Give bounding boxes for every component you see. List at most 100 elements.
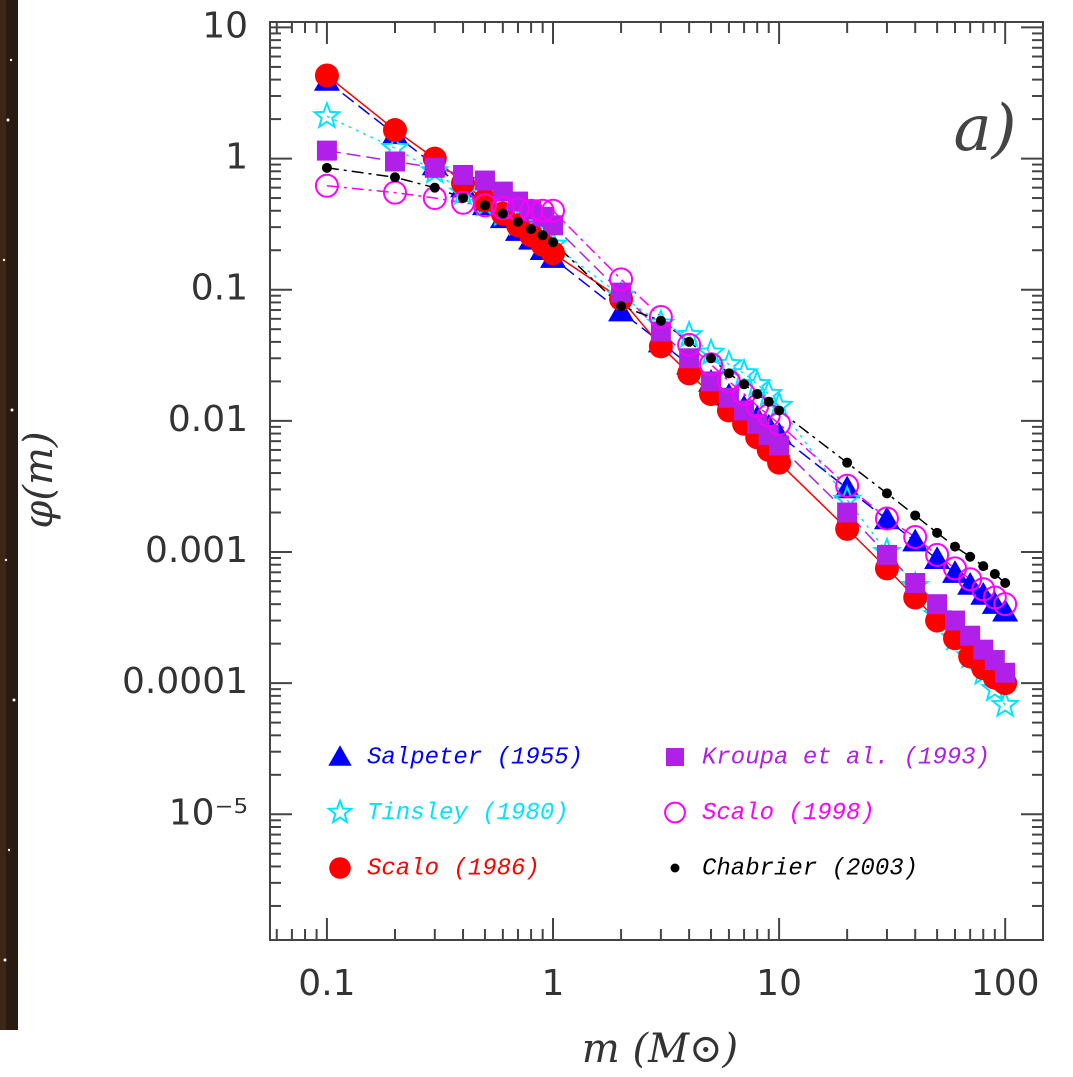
legend-label: Tinsley (1980) bbox=[367, 800, 569, 827]
marker bbox=[729, 357, 760, 387]
legend-marker bbox=[670, 863, 680, 873]
marker bbox=[835, 473, 860, 498]
marker bbox=[537, 230, 548, 241]
marker bbox=[424, 157, 445, 178]
marker bbox=[384, 151, 405, 172]
marker bbox=[429, 182, 440, 193]
marker bbox=[389, 172, 400, 183]
marker bbox=[876, 544, 897, 565]
legend-label: Salpeter (1955) bbox=[367, 744, 583, 771]
marker bbox=[842, 457, 853, 468]
marker bbox=[874, 506, 899, 531]
y-tick-label: 10 bbox=[202, 5, 248, 46]
panel-label: a) bbox=[953, 92, 1016, 166]
series-line bbox=[326, 149, 1006, 674]
marker bbox=[648, 304, 673, 329]
y-tick-label: 0.1 bbox=[191, 268, 248, 309]
marker bbox=[932, 527, 943, 538]
marker bbox=[978, 561, 989, 572]
marker bbox=[990, 689, 1021, 718]
marker bbox=[512, 216, 523, 227]
legend-label: Scalo (1986) bbox=[367, 855, 540, 882]
plot-frame bbox=[269, 21, 1044, 941]
marker bbox=[1000, 578, 1011, 589]
legend-marker bbox=[326, 797, 354, 825]
x-tick-label: 100 bbox=[971, 963, 1040, 1004]
y-tick-label: 1 bbox=[225, 137, 248, 178]
y-tick-label: 0.0001 bbox=[122, 661, 248, 702]
series-line bbox=[326, 167, 1006, 584]
marker bbox=[995, 662, 1016, 683]
marker bbox=[763, 396, 774, 407]
marker bbox=[927, 594, 948, 615]
marker bbox=[950, 541, 961, 552]
legend-marker bbox=[664, 801, 686, 824]
marker bbox=[706, 353, 717, 364]
x-tick-label: 1 bbox=[542, 963, 565, 1004]
marker bbox=[479, 200, 490, 211]
marker bbox=[835, 516, 860, 541]
marker bbox=[453, 164, 474, 185]
marker bbox=[945, 610, 966, 631]
marker bbox=[767, 450, 792, 475]
marker bbox=[739, 379, 750, 390]
marker bbox=[677, 332, 702, 357]
marker bbox=[965, 551, 976, 562]
marker bbox=[382, 118, 407, 143]
marker bbox=[314, 63, 339, 88]
marker bbox=[530, 198, 555, 223]
series-line bbox=[326, 115, 1006, 706]
legend-marker bbox=[329, 857, 351, 879]
legend-label: Scalo (1998) bbox=[702, 800, 875, 827]
marker bbox=[316, 140, 337, 161]
y-tick-label: 0.001 bbox=[145, 530, 248, 571]
x-axis-title: m (M⊙) bbox=[582, 1026, 738, 1072]
legend-label: Chabrier (2003) bbox=[702, 855, 918, 882]
marker bbox=[873, 506, 900, 530]
series-line bbox=[326, 185, 1006, 605]
marker bbox=[474, 170, 495, 191]
marker bbox=[774, 405, 785, 416]
marker bbox=[321, 162, 332, 173]
marker bbox=[526, 224, 537, 235]
marker bbox=[472, 193, 497, 218]
marker bbox=[723, 368, 734, 379]
marker bbox=[993, 592, 1018, 617]
marker bbox=[881, 488, 892, 499]
marker bbox=[609, 267, 634, 292]
marker bbox=[837, 502, 858, 523]
marker bbox=[752, 389, 763, 400]
x-tick-label: 0.1 bbox=[298, 963, 355, 1004]
x-tick-label: 10 bbox=[756, 963, 802, 1004]
marker bbox=[925, 608, 950, 633]
marker bbox=[314, 173, 339, 198]
marker bbox=[311, 100, 342, 130]
marker bbox=[541, 198, 566, 223]
marker bbox=[910, 510, 921, 521]
marker bbox=[497, 208, 508, 219]
marker bbox=[492, 181, 513, 202]
galaxy-strip bbox=[0, 0, 18, 1030]
marker bbox=[989, 568, 1000, 579]
marker bbox=[490, 195, 515, 220]
legend-marker bbox=[328, 745, 352, 766]
marker bbox=[903, 525, 928, 550]
marker bbox=[458, 193, 469, 204]
marker bbox=[679, 348, 700, 369]
y-axis-title: φ(m) bbox=[16, 431, 62, 528]
legend-label: Kroupa et al. (1993) bbox=[702, 744, 990, 771]
marker bbox=[925, 542, 950, 567]
marker bbox=[684, 336, 695, 347]
marker bbox=[655, 315, 666, 326]
marker bbox=[905, 573, 926, 594]
marker bbox=[541, 241, 566, 266]
marker bbox=[548, 237, 559, 248]
y-tick-label: 10⁻⁵ bbox=[169, 792, 248, 833]
marker bbox=[769, 435, 790, 456]
marker bbox=[992, 598, 1019, 622]
legend-marker bbox=[666, 748, 684, 766]
y-tick-label: 0.01 bbox=[168, 399, 248, 440]
marker bbox=[611, 282, 632, 303]
marker bbox=[616, 301, 627, 312]
